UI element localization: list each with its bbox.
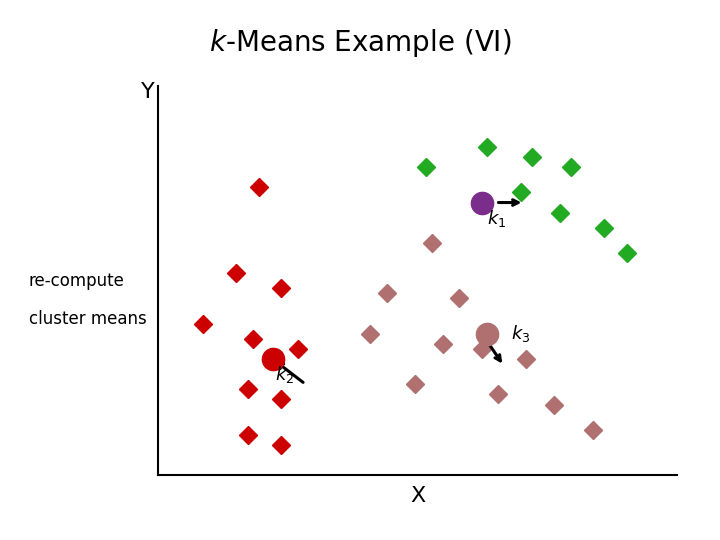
Text: $k_1$: $k_1$ (487, 208, 507, 229)
Text: Y: Y (140, 82, 155, 102)
Text: cluster means: cluster means (29, 309, 147, 328)
Text: $k_3$: $k_3$ (510, 323, 530, 344)
Text: re-compute: re-compute (29, 272, 125, 290)
X-axis label: X: X (410, 487, 426, 507)
Text: $k$-Means Example (VI): $k$-Means Example (VI) (209, 27, 511, 59)
Text: $k_2$: $k_2$ (276, 364, 294, 385)
